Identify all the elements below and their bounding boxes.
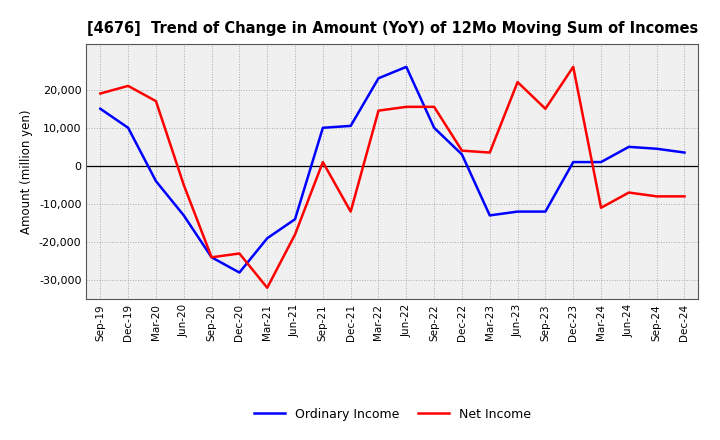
Ordinary Income xyxy=(680,150,689,155)
Net Income xyxy=(291,232,300,237)
Net Income xyxy=(597,205,606,210)
Net Income xyxy=(263,285,271,290)
Ordinary Income xyxy=(402,64,410,70)
Net Income xyxy=(207,255,216,260)
Ordinary Income xyxy=(152,179,161,184)
Net Income xyxy=(513,80,522,85)
Ordinary Income xyxy=(485,213,494,218)
Y-axis label: Amount (million yen): Amount (million yen) xyxy=(20,110,33,234)
Net Income xyxy=(624,190,633,195)
Ordinary Income xyxy=(513,209,522,214)
Net Income xyxy=(652,194,661,199)
Line: Net Income: Net Income xyxy=(100,67,685,288)
Ordinary Income xyxy=(291,216,300,222)
Net Income xyxy=(485,150,494,155)
Ordinary Income xyxy=(263,235,271,241)
Ordinary Income xyxy=(541,209,550,214)
Net Income xyxy=(179,182,188,187)
Net Income xyxy=(541,106,550,111)
Net Income xyxy=(374,108,383,113)
Net Income xyxy=(346,209,355,214)
Ordinary Income xyxy=(624,144,633,150)
Ordinary Income xyxy=(124,125,132,130)
Net Income xyxy=(402,104,410,110)
Ordinary Income xyxy=(179,213,188,218)
Net Income xyxy=(152,99,161,104)
Ordinary Income xyxy=(652,146,661,151)
Ordinary Income xyxy=(96,106,104,111)
Net Income xyxy=(96,91,104,96)
Net Income xyxy=(680,194,689,199)
Ordinary Income xyxy=(207,255,216,260)
Net Income xyxy=(569,64,577,70)
Ordinary Income xyxy=(569,159,577,165)
Ordinary Income xyxy=(430,125,438,130)
Legend: Ordinary Income, Net Income: Ordinary Income, Net Income xyxy=(248,403,536,425)
Net Income xyxy=(318,159,327,165)
Ordinary Income xyxy=(597,159,606,165)
Ordinary Income xyxy=(346,123,355,128)
Line: Ordinary Income: Ordinary Income xyxy=(100,67,685,272)
Ordinary Income xyxy=(235,270,243,275)
Net Income xyxy=(430,104,438,110)
Ordinary Income xyxy=(318,125,327,130)
Ordinary Income xyxy=(374,76,383,81)
Ordinary Income xyxy=(458,152,467,157)
Net Income xyxy=(124,83,132,88)
Net Income xyxy=(235,251,243,256)
Net Income xyxy=(458,148,467,153)
Title: [4676]  Trend of Change in Amount (YoY) of 12Mo Moving Sum of Incomes: [4676] Trend of Change in Amount (YoY) o… xyxy=(87,21,698,36)
